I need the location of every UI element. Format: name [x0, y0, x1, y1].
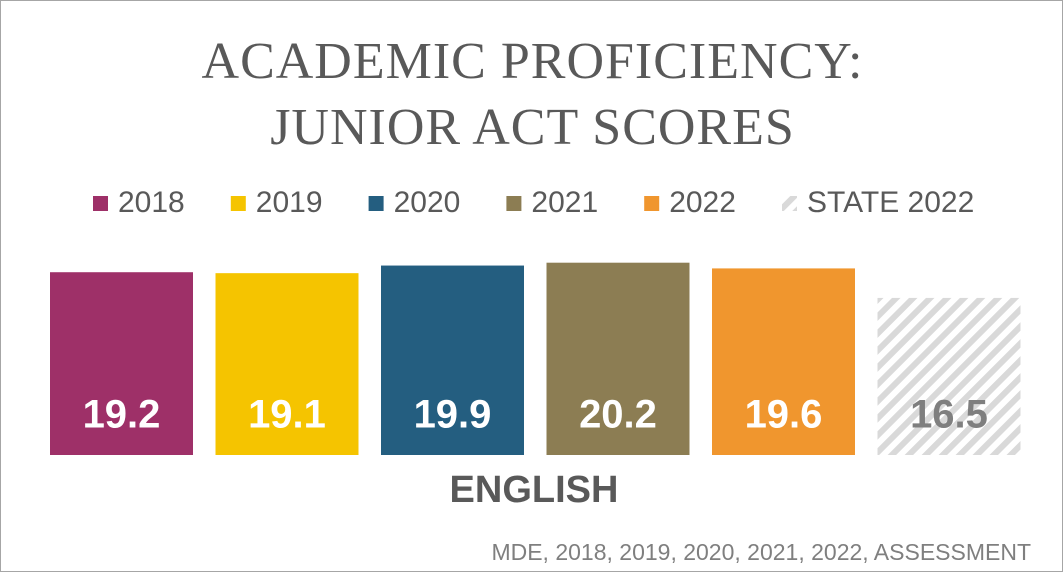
legend-label: 2020	[394, 186, 461, 219]
value-label: 16.5	[910, 393, 988, 437]
bar	[546, 262, 690, 455]
bar	[215, 273, 359, 455]
chart-title: ACADEMIC PROFICIENCY: JUNIOR ACT SCORES	[201, 33, 864, 156]
category-label: ENGLISH	[450, 469, 619, 511]
value-label: 19.6	[745, 393, 823, 437]
legend-label: STATE 2022	[807, 186, 974, 219]
bar	[50, 272, 193, 455]
value-label: 19.1	[248, 393, 326, 437]
bar	[712, 268, 855, 455]
legend-label: 2019	[256, 186, 323, 219]
legend-swatch	[93, 196, 108, 211]
value-label: 19.2	[83, 393, 161, 437]
legend-label: 2022	[669, 186, 736, 219]
legend-swatch	[644, 196, 660, 211]
legend-swatch	[782, 196, 797, 211]
value-label: 19.9	[414, 393, 492, 437]
bar	[877, 297, 1021, 455]
value-label: 20.2	[579, 393, 657, 437]
legend-swatch	[368, 196, 384, 211]
source-note: MDE, 2018, 2019, 2020, 2021, 2022, ASSES…	[491, 539, 1031, 565]
bar	[381, 265, 524, 455]
legend-label: 2018	[118, 186, 185, 219]
legend-swatch	[230, 196, 246, 211]
legend-swatch	[506, 196, 522, 211]
legend-label: 2021	[531, 186, 598, 219]
